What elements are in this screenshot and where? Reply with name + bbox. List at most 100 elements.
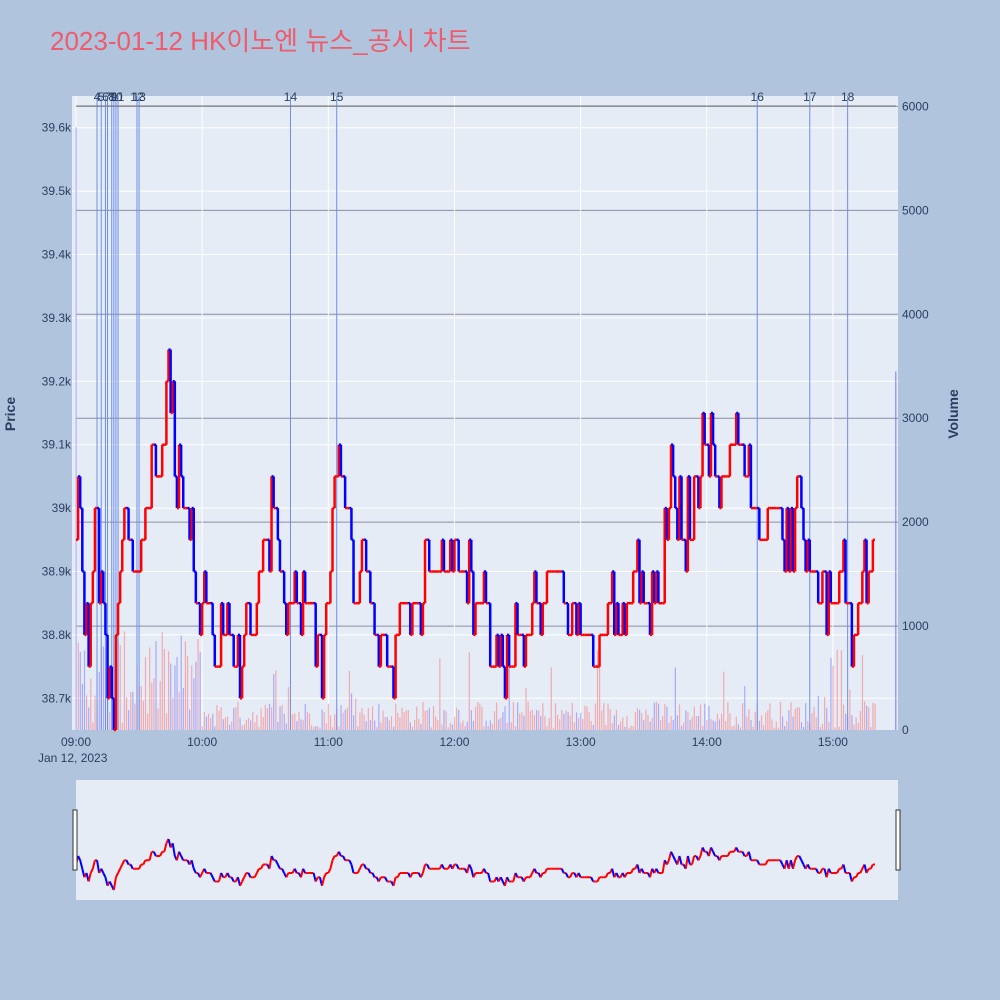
volume-bar — [498, 719, 500, 730]
rangeslider-price — [451, 864, 456, 870]
volume-bar — [218, 710, 220, 730]
volume-bar — [706, 720, 708, 730]
volume-bar — [441, 724, 443, 730]
rangeslider-price — [180, 855, 185, 861]
volume-bar — [567, 711, 569, 730]
rangeslider-price — [321, 877, 326, 886]
volume-bar — [668, 723, 670, 730]
volume-bar — [655, 701, 658, 730]
volume-bar — [462, 720, 464, 730]
price-tick-label: 39.2k — [42, 374, 72, 388]
rangeslider-price — [260, 864, 265, 870]
volume-bar — [523, 715, 525, 730]
rangeslider-price — [91, 860, 96, 869]
volume-bar — [128, 710, 130, 730]
rangeslider-price — [697, 855, 702, 861]
volume-bar — [733, 725, 735, 730]
volume-bar — [432, 706, 435, 730]
volume-bar — [548, 717, 550, 730]
volume-bar — [758, 720, 761, 730]
volume-bar — [771, 719, 773, 730]
rangeslider-price — [302, 868, 307, 874]
rangeslider-price — [710, 847, 714, 853]
volume-bar — [824, 696, 826, 730]
rangeslider-price — [747, 851, 752, 861]
rangeslider-price — [815, 868, 820, 874]
price-tick-label: 39k — [52, 501, 72, 515]
volume-bar — [411, 726, 414, 730]
volume-bar — [363, 714, 365, 730]
volume-bar — [237, 701, 239, 730]
volume-bar — [840, 650, 843, 730]
volume-bar — [159, 681, 161, 730]
volume-bar — [855, 717, 857, 730]
volume-bar — [765, 712, 767, 730]
rangeslider-price — [377, 876, 382, 882]
rangeslider-price — [337, 851, 342, 857]
volume-bar — [485, 720, 487, 730]
time-tick-label: 11:00 — [314, 735, 343, 749]
volume-bar — [838, 726, 840, 730]
rangeslider-price — [255, 868, 260, 874]
rangeslider-price — [718, 855, 723, 861]
volume-bar — [512, 702, 515, 730]
volume-bar — [344, 709, 346, 730]
volume-bar — [794, 708, 796, 730]
volume-bar — [664, 704, 666, 730]
rangeslider-layer[interactable] — [72, 809, 901, 891]
volume-bar — [481, 706, 483, 730]
volume-bar — [456, 707, 458, 730]
volume-bar — [329, 715, 332, 730]
main-plot-area — [72, 96, 898, 730]
volume-bar — [651, 718, 653, 730]
volume-bar — [319, 727, 321, 730]
volume-bar — [191, 665, 193, 730]
time-tick-label: 13:00 — [566, 735, 596, 749]
volume-bar — [601, 710, 603, 730]
price-tick-label: 38.8k — [42, 628, 72, 642]
rangeslider-price — [396, 872, 401, 878]
volume-bar — [752, 726, 754, 730]
volume-bar — [542, 703, 544, 730]
volume-bar — [603, 703, 605, 730]
rangeslider-price — [506, 876, 511, 882]
rangeslider-price — [661, 860, 666, 874]
volume-bar — [786, 721, 788, 730]
volume-bar — [605, 724, 607, 730]
volume-bar — [205, 716, 208, 730]
volume-bar — [870, 727, 872, 730]
volume-bar — [313, 726, 315, 730]
volume-bar — [361, 708, 363, 730]
volume-bar — [712, 720, 714, 730]
volume-bar — [767, 710, 769, 730]
volume-bar — [559, 719, 561, 730]
volume-bar — [304, 704, 306, 730]
volume-bar — [235, 707, 237, 730]
volume-bar — [222, 719, 224, 730]
volume-bar — [466, 721, 468, 730]
volume-bar — [872, 702, 874, 730]
rangeslider-price — [117, 868, 122, 874]
volume-bar — [426, 710, 428, 730]
rangeslider-price — [358, 864, 363, 870]
volume-bar — [611, 723, 613, 730]
volume-bar — [748, 709, 750, 730]
rangeslider-price — [268, 855, 273, 869]
volume-bar — [609, 708, 611, 730]
volume-bar — [275, 670, 277, 730]
volume-bar — [365, 721, 367, 730]
rangeslider-price — [672, 855, 677, 861]
rangeslider-price — [276, 864, 281, 870]
rangeslider-price — [565, 872, 569, 878]
volume-bar — [256, 714, 258, 730]
volume-bar — [496, 702, 498, 730]
rangeslider-price — [596, 876, 601, 882]
rangeslider-price — [270, 855, 275, 861]
volume-bar — [264, 705, 266, 730]
volume-bar — [798, 707, 800, 730]
volume-bar — [350, 693, 353, 730]
volume-bar — [727, 702, 729, 730]
volume-bar — [252, 711, 254, 730]
volume-bar — [201, 726, 203, 730]
rangeslider-price — [274, 859, 279, 865]
